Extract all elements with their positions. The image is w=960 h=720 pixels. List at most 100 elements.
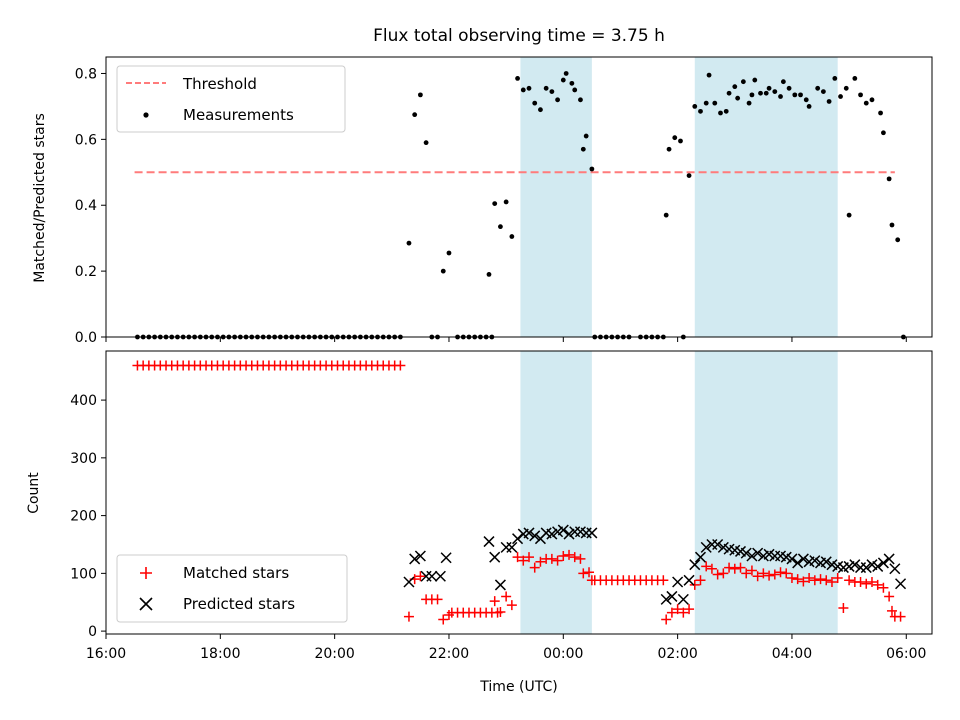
- x-tick-label: 00:00: [543, 646, 583, 662]
- predicted-point: [440, 552, 452, 564]
- matched-point: [695, 575, 706, 586]
- y-tick-label: 200: [70, 509, 97, 525]
- matched-point: [746, 565, 757, 576]
- predicted-point: [792, 557, 804, 569]
- measurement-point: [706, 72, 712, 78]
- measurement-point: [726, 90, 732, 96]
- measurement-point: [686, 173, 692, 178]
- matched-point: [752, 571, 763, 582]
- matched-point: [558, 551, 569, 562]
- y-tick-label: 300: [70, 451, 97, 467]
- matched-point: [821, 575, 832, 586]
- matched-point: [832, 572, 843, 583]
- measurement-point: [895, 237, 901, 243]
- matched-point: [701, 561, 712, 572]
- predicted-point: [506, 541, 518, 553]
- y-tick-label: 0.2: [75, 264, 97, 280]
- matched-point: [506, 600, 517, 611]
- measurement-point: [780, 79, 786, 85]
- predicted-point: [660, 593, 672, 605]
- matched-point: [712, 569, 723, 580]
- predicted-point: [672, 576, 684, 588]
- matched-point: [886, 605, 897, 616]
- highlight-span: [694, 57, 838, 337]
- measurement-point: [786, 85, 792, 91]
- x-tick-label: 16:00: [86, 646, 126, 662]
- predicted-point: [563, 528, 575, 540]
- measurement-point: [492, 201, 498, 206]
- matched-point: [866, 577, 877, 588]
- matched-point: [529, 562, 540, 573]
- predicted-point: [797, 553, 809, 565]
- predicted-point: [586, 527, 598, 539]
- predicted-point: [557, 524, 569, 536]
- measurement-point: [740, 79, 746, 85]
- measurement-point: [732, 84, 738, 90]
- measurements-legend-label: Measurements: [183, 106, 294, 124]
- x-tick-label: 02:00: [657, 646, 697, 662]
- top-legend: Threshold Measurements: [116, 65, 346, 133]
- measurement-point: [820, 89, 826, 94]
- matched-legend-swatch: [140, 567, 152, 579]
- plot-frame: [105, 350, 933, 635]
- matched-point: [769, 569, 780, 580]
- matched-point: [872, 579, 883, 590]
- measurement-point: [803, 97, 809, 103]
- matched-point: [552, 555, 563, 566]
- top-legend-box: [116, 65, 346, 133]
- predicted-point: [786, 553, 798, 565]
- predicted-point: [752, 547, 764, 559]
- matched-point: [792, 574, 803, 585]
- predicted-legend-swatch: [139, 597, 153, 611]
- measurement-point: [417, 92, 423, 98]
- highlight-span: [520, 57, 592, 337]
- predicted-point: [500, 541, 512, 553]
- predicted-point: [860, 562, 872, 574]
- measurement-point: [406, 240, 412, 246]
- measurement-point: [826, 99, 832, 104]
- predicted-point: [489, 551, 501, 563]
- predicted-point: [494, 579, 506, 591]
- predicted-point: [546, 528, 558, 540]
- matched-point: [661, 614, 672, 625]
- top-highlight-spans: [520, 57, 838, 337]
- measurement-point: [563, 71, 569, 76]
- measurement-point: [412, 112, 418, 118]
- matched-point: [518, 555, 529, 566]
- measurement-point: [509, 234, 515, 239]
- bottom-axes: 0 100 200 300 400 16:00 18:00 20:00 22:00 00:00 02…: [70, 350, 933, 662]
- matched-point: [775, 567, 786, 578]
- matched-point: [815, 574, 826, 585]
- predicted-point: [694, 551, 707, 563]
- y-tick-label: 0: [88, 624, 97, 640]
- x-axis-label: Time (UTC): [479, 679, 557, 695]
- measurement-point: [766, 85, 772, 91]
- highlight-span: [520, 351, 592, 634]
- matched-point: [809, 575, 820, 586]
- measurement-point: [712, 100, 718, 106]
- y-tick-label: 0.6: [75, 132, 97, 148]
- measurement-point: [869, 97, 875, 103]
- matched-point: [535, 556, 546, 567]
- predicted-point: [700, 541, 712, 553]
- predicted-point: [426, 570, 438, 582]
- measurement-point: [815, 85, 821, 91]
- measurement-point: [758, 90, 763, 96]
- measurement-point: [858, 92, 863, 98]
- measurement-point: [549, 89, 555, 94]
- matched-point: [666, 607, 677, 618]
- matched-point: [804, 572, 815, 583]
- chart-title: Flux total observing time = 3.75 h: [373, 26, 665, 46]
- predicted-point: [512, 533, 524, 545]
- matched-point: [684, 604, 695, 615]
- measurement-point: [578, 97, 583, 103]
- measurement-point: [583, 133, 589, 139]
- measurement-point: [698, 108, 703, 114]
- predicted-point: [434, 570, 446, 582]
- matched-point: [678, 607, 689, 618]
- matched-point: [895, 611, 906, 622]
- top-panel: 0.00.20.40.60.8 Matched/Predicted stars …: [32, 56, 933, 346]
- bottom-legend: Matched stars Predicted stars: [116, 554, 348, 623]
- measurement-point: [526, 85, 532, 91]
